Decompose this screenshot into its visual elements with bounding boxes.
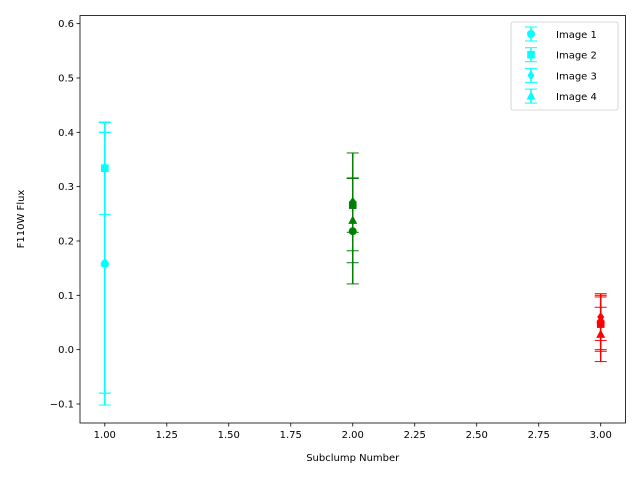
y-tick-label: 0.2 xyxy=(58,236,74,247)
y-tick-label: −0.1 xyxy=(50,399,74,410)
x-tick-label: 2.25 xyxy=(404,430,426,441)
legend-marker xyxy=(527,30,535,38)
x-tick-label: 1.25 xyxy=(156,430,178,441)
legend-marker xyxy=(527,70,535,81)
legend-marker xyxy=(526,91,536,100)
y-tick-label: 0.6 xyxy=(58,19,74,30)
y-tick-label: 0.5 xyxy=(58,73,74,84)
x-tick-label: 2.75 xyxy=(528,430,550,441)
x-tick-label: 1.75 xyxy=(280,430,302,441)
legend-item-3: Image 3 xyxy=(525,67,597,83)
plot-area xyxy=(98,121,607,406)
legend-label: Image 1 xyxy=(556,30,597,41)
x-tick-label: 3.00 xyxy=(590,430,612,441)
y-tick-label: 0.0 xyxy=(58,345,74,356)
legend: Image 1 Image 2 Image 3 Image 4 xyxy=(510,21,619,111)
x-tick-label: 2.50 xyxy=(466,430,488,441)
data-point xyxy=(596,329,606,338)
x-axis: 1.00 1.25 1.50 1.75 2.00 2.25 2.50 2.75 3.00 xyxy=(94,423,612,441)
x-tick-label: 1.00 xyxy=(94,430,116,441)
legend-label: Image 4 xyxy=(556,92,597,103)
x-tick-label: 1.50 xyxy=(218,430,240,441)
y-tick-label: 0.1 xyxy=(58,291,74,302)
y-tick-label: 0.3 xyxy=(58,182,74,193)
y-axis: −0.1 0.0 0.1 0.2 0.3 0.4 0.5 0.6 xyxy=(50,19,80,410)
legend-item-4: Image 4 xyxy=(525,88,597,104)
legend-item-2: Image 2 xyxy=(525,47,597,63)
legend-label: Image 2 xyxy=(556,51,597,62)
data-point xyxy=(100,257,110,267)
x-tick-label: 2.00 xyxy=(342,430,364,441)
series-4 xyxy=(98,131,607,394)
data-point xyxy=(348,215,358,224)
x-axis-label: Subclump Number xyxy=(306,453,400,464)
legend-box xyxy=(510,21,619,111)
legend-label: Image 3 xyxy=(556,71,597,82)
legend-item-1: Image 1 xyxy=(525,26,597,42)
legend-marker xyxy=(527,50,535,59)
y-axis-label: F110W Flux xyxy=(16,190,27,249)
y-tick-label: 0.4 xyxy=(58,128,74,139)
